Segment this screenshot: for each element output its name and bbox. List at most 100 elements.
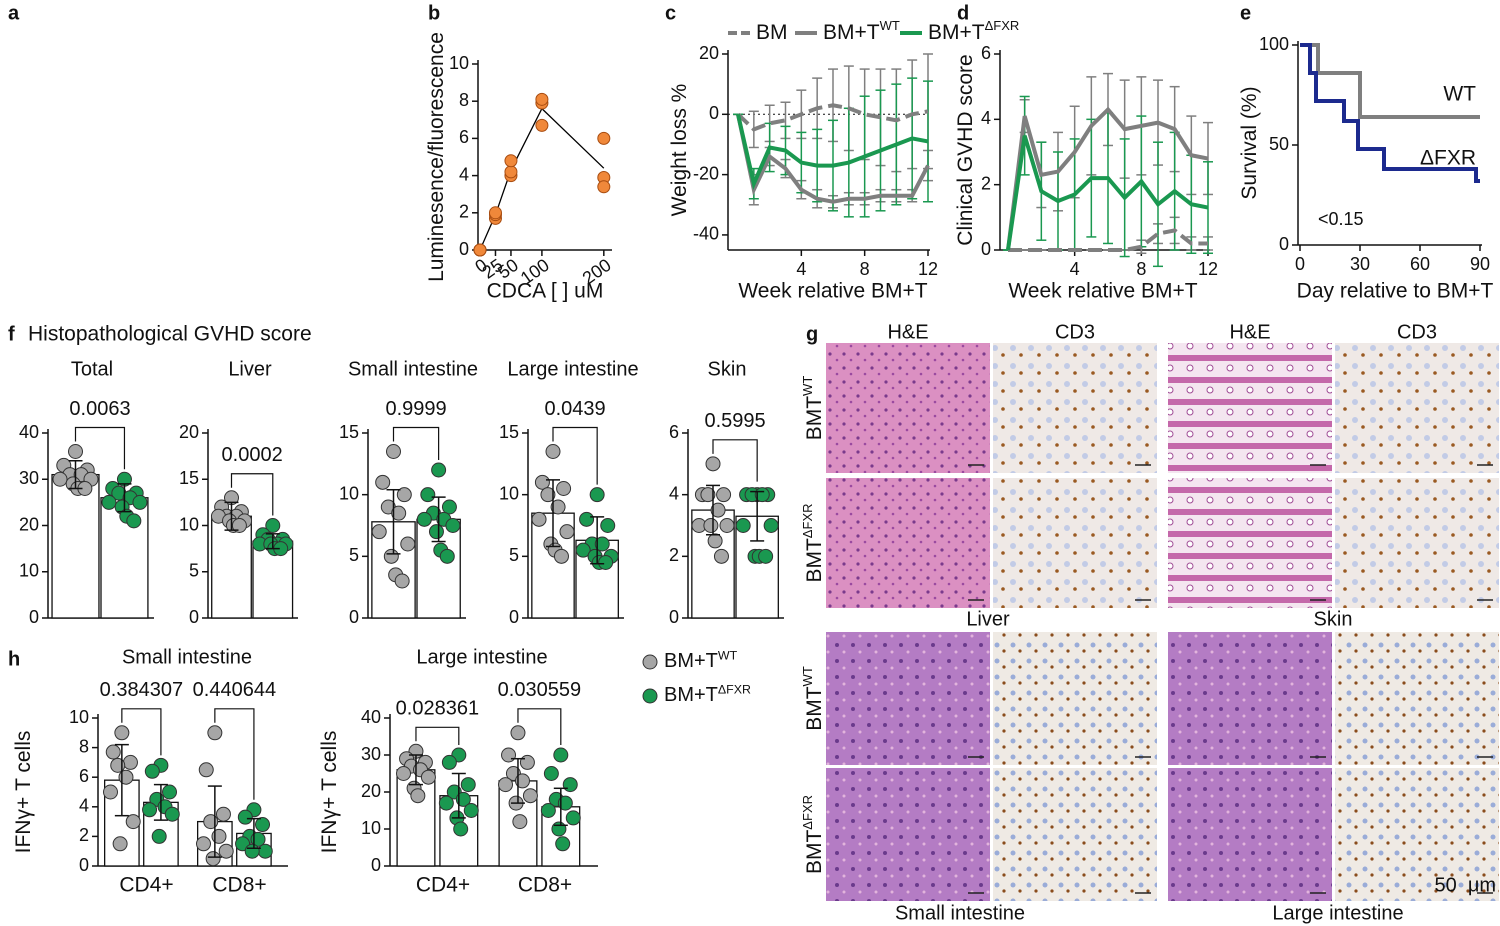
- point: [438, 795, 454, 811]
- chart-title: Liver: [228, 358, 272, 380]
- y-tick-label: 10: [361, 818, 381, 838]
- x-tick-label: 90: [1470, 254, 1490, 274]
- panel-label: d: [957, 2, 969, 24]
- x-tick-label: 8: [860, 259, 870, 279]
- x-axis-title: Week relative BM+T: [738, 280, 927, 303]
- legend-label-text: BM+T: [823, 21, 880, 44]
- p-value: 0.384307: [100, 679, 183, 701]
- micrograph: [1168, 632, 1332, 765]
- legend-label-text: BM+T: [928, 21, 985, 44]
- y-tick-label: 4: [981, 108, 991, 128]
- point: [710, 502, 726, 518]
- point: [589, 487, 605, 503]
- y-axis-title: Clinical GVHD score: [954, 54, 977, 245]
- point: [162, 784, 178, 800]
- x-tick-label: CD4+: [119, 874, 173, 897]
- significance-bracket: [552, 426, 598, 485]
- point: [441, 754, 457, 770]
- point: [565, 810, 581, 826]
- point: [211, 828, 227, 844]
- point: [125, 814, 141, 830]
- x-tick-label: 12: [1198, 259, 1218, 279]
- panel-label: f: [8, 323, 15, 345]
- y-tick-label: 0: [981, 239, 991, 259]
- point: [428, 524, 444, 540]
- p-value: 0.9999: [385, 398, 446, 420]
- point: [705, 456, 721, 472]
- p-value: 0.440644: [193, 679, 276, 701]
- row-label-sup: ΔFXR: [801, 503, 816, 538]
- y-tick-label: 8: [459, 90, 469, 110]
- point: [594, 536, 610, 552]
- legend-label: BM+TΔFXR: [664, 683, 751, 707]
- x-tick-label: CD4+: [416, 874, 470, 897]
- y-tick-label: 10: [449, 53, 469, 73]
- x-tick-label: CD8+: [518, 874, 572, 897]
- x-axis-title: Week relative BM+T: [1008, 280, 1197, 303]
- micrograph: [1168, 478, 1332, 608]
- point: [597, 131, 611, 145]
- column-label: H&E: [1229, 321, 1270, 343]
- point: [102, 784, 118, 800]
- point: [758, 548, 774, 564]
- x-tick-label: CD8+: [212, 874, 266, 897]
- point: [371, 524, 387, 540]
- point: [383, 548, 399, 564]
- point: [716, 487, 732, 503]
- y-tick-label: 4: [79, 796, 89, 816]
- scale-label: 50 μm: [1434, 874, 1496, 896]
- point: [394, 573, 410, 589]
- y-axis-title: Luminesence/fluorescence: [425, 32, 448, 282]
- curve-label: ΔFXR: [1420, 147, 1476, 170]
- y-tick-label: 2: [459, 202, 469, 222]
- point: [535, 92, 549, 106]
- row-label-text: BMT: [803, 538, 826, 583]
- significance-bracket: [121, 708, 162, 756]
- row-label-sup: WT: [801, 666, 816, 686]
- survival-curve: [1300, 43, 1480, 183]
- column-label: CD3: [1055, 321, 1095, 343]
- y-tick-label: 100: [1259, 34, 1289, 54]
- panel-title: Histopathological GVHD score: [28, 323, 312, 346]
- y-tick-label: 0: [509, 607, 519, 627]
- tissue-label: Small intestine: [895, 902, 1025, 924]
- y-tick-label: -40: [693, 224, 719, 244]
- point: [231, 518, 247, 533]
- chart-title: Skin: [708, 358, 747, 380]
- legend-label-sup: WT: [880, 19, 900, 34]
- point: [101, 494, 117, 510]
- point: [545, 444, 561, 459]
- point: [198, 762, 214, 778]
- curve-label: WT: [1443, 83, 1476, 106]
- legend-label: BM: [756, 21, 788, 44]
- y-tick-label: -20: [693, 163, 719, 183]
- y-tick-label: 0: [79, 855, 89, 875]
- x-tick-label: 4: [1070, 259, 1080, 279]
- row-label: BMTWT: [801, 666, 826, 731]
- x-tick-label: 60: [1410, 254, 1430, 274]
- point: [579, 511, 595, 527]
- chart-title: Total: [71, 358, 113, 380]
- point: [501, 747, 517, 763]
- row-label-text: BMT: [803, 396, 826, 441]
- micrograph: [1335, 632, 1499, 765]
- point: [400, 536, 416, 552]
- y-tick-label: 4: [459, 164, 469, 184]
- point: [519, 754, 535, 770]
- row-label-sup: ΔFXR: [801, 795, 816, 830]
- micrograph: [826, 343, 990, 473]
- column-label: CD3: [1397, 321, 1437, 343]
- panel-label: g: [806, 323, 818, 345]
- y-tick-label: 20: [699, 43, 719, 63]
- point: [700, 487, 716, 503]
- chart-title: Small intestine: [122, 646, 252, 668]
- x-tick-label: 30: [1350, 254, 1370, 274]
- chart-title: Small intestine: [348, 358, 478, 380]
- y-tick-label: 20: [179, 422, 199, 442]
- point: [540, 803, 556, 818]
- significance-bracket: [712, 439, 758, 482]
- y-tick-label: 10: [179, 514, 199, 534]
- point: [416, 511, 432, 527]
